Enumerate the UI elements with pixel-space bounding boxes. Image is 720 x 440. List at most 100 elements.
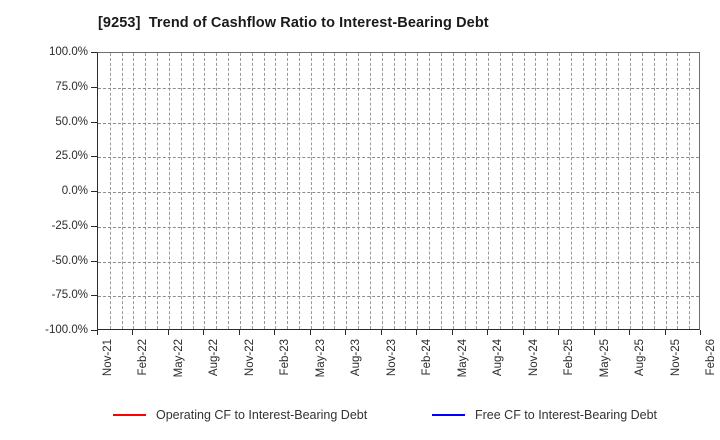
x-axis-tick	[664, 330, 666, 335]
gridline-vertical	[310, 53, 312, 329]
x-axis-tick-label: Feb-22	[137, 339, 150, 376]
chart-title: [9253] Trend of Cashflow Ratio to Intere…	[98, 15, 489, 31]
x-axis-tick	[167, 330, 169, 335]
x-axis-tick-label: May-25	[598, 339, 611, 378]
gridline-vertical	[677, 53, 679, 329]
plot-area	[97, 52, 700, 330]
gridline-vertical	[630, 53, 632, 329]
gridline-vertical	[618, 53, 620, 329]
y-axis-tick	[91, 330, 97, 331]
x-axis-tick-label: Nov-22	[243, 339, 256, 377]
gridline-vertical	[157, 53, 159, 329]
gridline-vertical	[228, 53, 230, 329]
gridline-horizontal	[98, 87, 699, 89]
x-axis-tick	[487, 330, 489, 335]
gridline-vertical	[641, 53, 643, 329]
gridline-vertical	[653, 53, 655, 329]
chart-legend: Operating CF to Interest-Bearing Debt Fre…	[0, 406, 720, 428]
y-axis-tick	[91, 52, 97, 53]
gridline-vertical	[133, 53, 135, 329]
gridline-vertical	[559, 53, 561, 329]
gridline-vertical	[452, 53, 454, 329]
gridline-vertical	[535, 53, 537, 329]
x-axis-tick	[203, 330, 205, 335]
gridline-vertical	[322, 53, 324, 329]
gridline-horizontal	[98, 296, 699, 298]
gridline-vertical	[523, 53, 525, 329]
gridline-vertical	[417, 53, 419, 329]
gridline-vertical	[299, 53, 300, 329]
y-axis-tick	[91, 225, 97, 227]
gridline-vertical	[192, 53, 194, 329]
gridline-vertical	[689, 53, 691, 329]
y-axis-tick-label: -75.0%	[51, 289, 88, 302]
gridline-vertical	[251, 53, 253, 329]
gridline-vertical	[570, 53, 572, 329]
y-axis-tick-label: 75.0%	[55, 80, 88, 93]
x-axis-tick-label: Nov-24	[527, 339, 540, 377]
x-axis-tick-label: Feb-26	[705, 339, 717, 376]
gridline-vertical	[358, 53, 360, 329]
gridline-vertical	[109, 53, 111, 329]
x-axis-tick	[700, 330, 701, 335]
gridline-vertical	[369, 53, 371, 329]
x-axis-tick	[97, 330, 98, 335]
x-axis-tick-label: Aug-22	[208, 339, 221, 377]
x-axis-tick-label: Feb-24	[421, 339, 434, 376]
x-axis-tick	[629, 330, 631, 335]
y-axis-tick	[91, 191, 97, 192]
gridline-vertical	[405, 53, 407, 329]
gridline-vertical	[500, 53, 501, 329]
x-axis-tick	[522, 330, 524, 335]
legend-label: Free CF to Interest-Bearing Debt	[475, 408, 658, 422]
x-axis-tick	[274, 330, 276, 335]
gridline-vertical	[275, 53, 277, 329]
gridline-vertical	[204, 53, 206, 329]
gridline-horizontal	[98, 261, 699, 263]
gridline-vertical	[464, 53, 466, 329]
gridline-vertical	[665, 53, 667, 329]
x-axis-tick-label: Aug-24	[492, 339, 505, 377]
x-axis-tick-label: May-22	[172, 339, 185, 378]
gridline-vertical	[263, 53, 265, 329]
gridline-vertical	[429, 53, 431, 329]
y-axis-tick-label: -50.0%	[51, 254, 88, 267]
gridline-vertical	[594, 53, 596, 329]
x-axis-tick	[416, 330, 418, 335]
gridline-vertical	[488, 53, 490, 329]
x-axis-tick	[132, 330, 134, 335]
gridline-vertical	[287, 53, 289, 329]
y-axis-tick	[91, 156, 97, 158]
y-axis-tick-label: -100.0%	[45, 324, 88, 336]
y-axis-tick-label: 50.0%	[55, 115, 88, 128]
gridline-vertical	[216, 53, 218, 329]
gridline-vertical	[476, 53, 478, 329]
gridline-horizontal	[98, 192, 699, 193]
data-series-layer	[98, 53, 700, 330]
gridline-vertical	[168, 53, 170, 329]
y-axis-tick	[91, 260, 97, 262]
x-axis-tick	[380, 330, 382, 335]
gridline-vertical	[393, 53, 395, 329]
x-axis-tick	[309, 330, 311, 335]
x-axis-tick-label: Feb-23	[279, 339, 292, 376]
x-axis-tick	[451, 330, 453, 335]
y-axis-tick	[91, 295, 97, 297]
legend-color-swatch	[432, 414, 465, 416]
x-axis-tick	[558, 330, 560, 335]
gridline-vertical	[582, 53, 584, 329]
gridline-vertical	[381, 53, 383, 329]
gridline-vertical	[440, 53, 442, 329]
y-axis-tick	[91, 121, 97, 123]
x-axis-tick	[345, 330, 347, 335]
legend-item[interactable]: Free CF to Interest-Bearing Debt	[432, 406, 657, 424]
gridline-horizontal	[98, 226, 699, 228]
x-axis-tick-label: Feb-25	[563, 339, 576, 376]
gridline-horizontal	[98, 122, 699, 124]
legend-item[interactable]: Operating CF to Interest-Bearing Debt	[113, 406, 367, 424]
gridline-vertical	[334, 53, 336, 329]
x-axis-tick	[238, 330, 240, 335]
y-axis-tick-label: 25.0%	[55, 150, 88, 163]
x-axis-tick-label: Aug-23	[350, 339, 363, 377]
